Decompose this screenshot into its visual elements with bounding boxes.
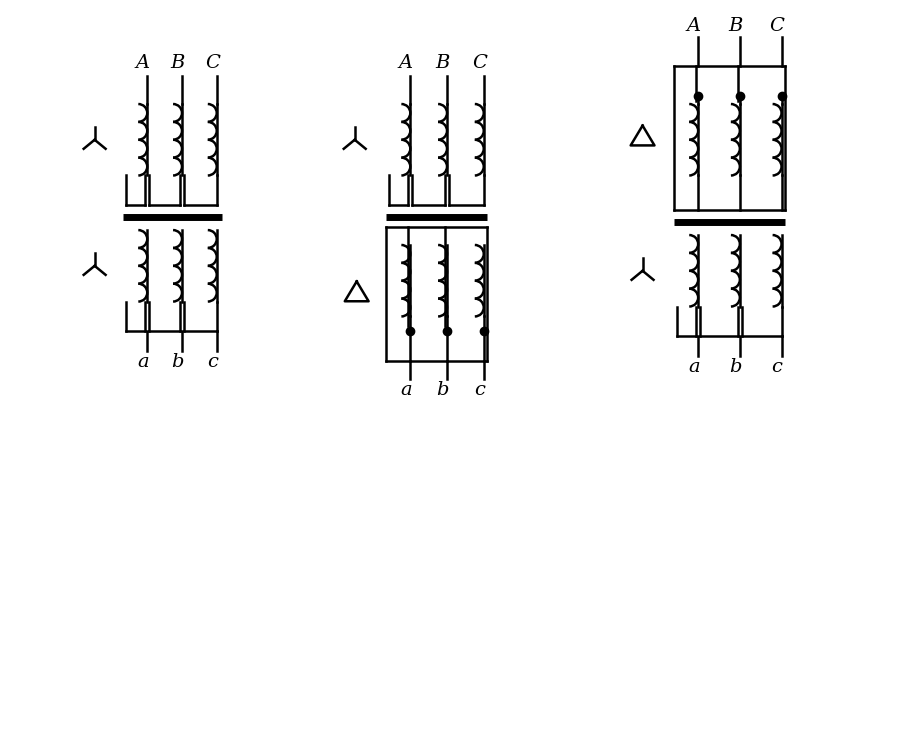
- Text: C: C: [205, 54, 220, 72]
- Text: A: A: [687, 17, 701, 35]
- Text: c: c: [207, 353, 218, 371]
- Text: C: C: [770, 17, 785, 35]
- Text: A: A: [399, 54, 413, 72]
- Text: c: c: [771, 358, 782, 376]
- Text: a: a: [688, 358, 699, 376]
- Text: a: a: [400, 381, 411, 399]
- Text: B: B: [728, 17, 742, 35]
- Text: C: C: [472, 54, 487, 72]
- Text: b: b: [729, 358, 742, 376]
- Text: b: b: [436, 381, 449, 399]
- Text: c: c: [473, 381, 485, 399]
- Text: b: b: [171, 353, 184, 371]
- Text: A: A: [136, 54, 149, 72]
- Text: a: a: [137, 353, 148, 371]
- Text: B: B: [436, 54, 450, 72]
- Text: B: B: [170, 54, 184, 72]
